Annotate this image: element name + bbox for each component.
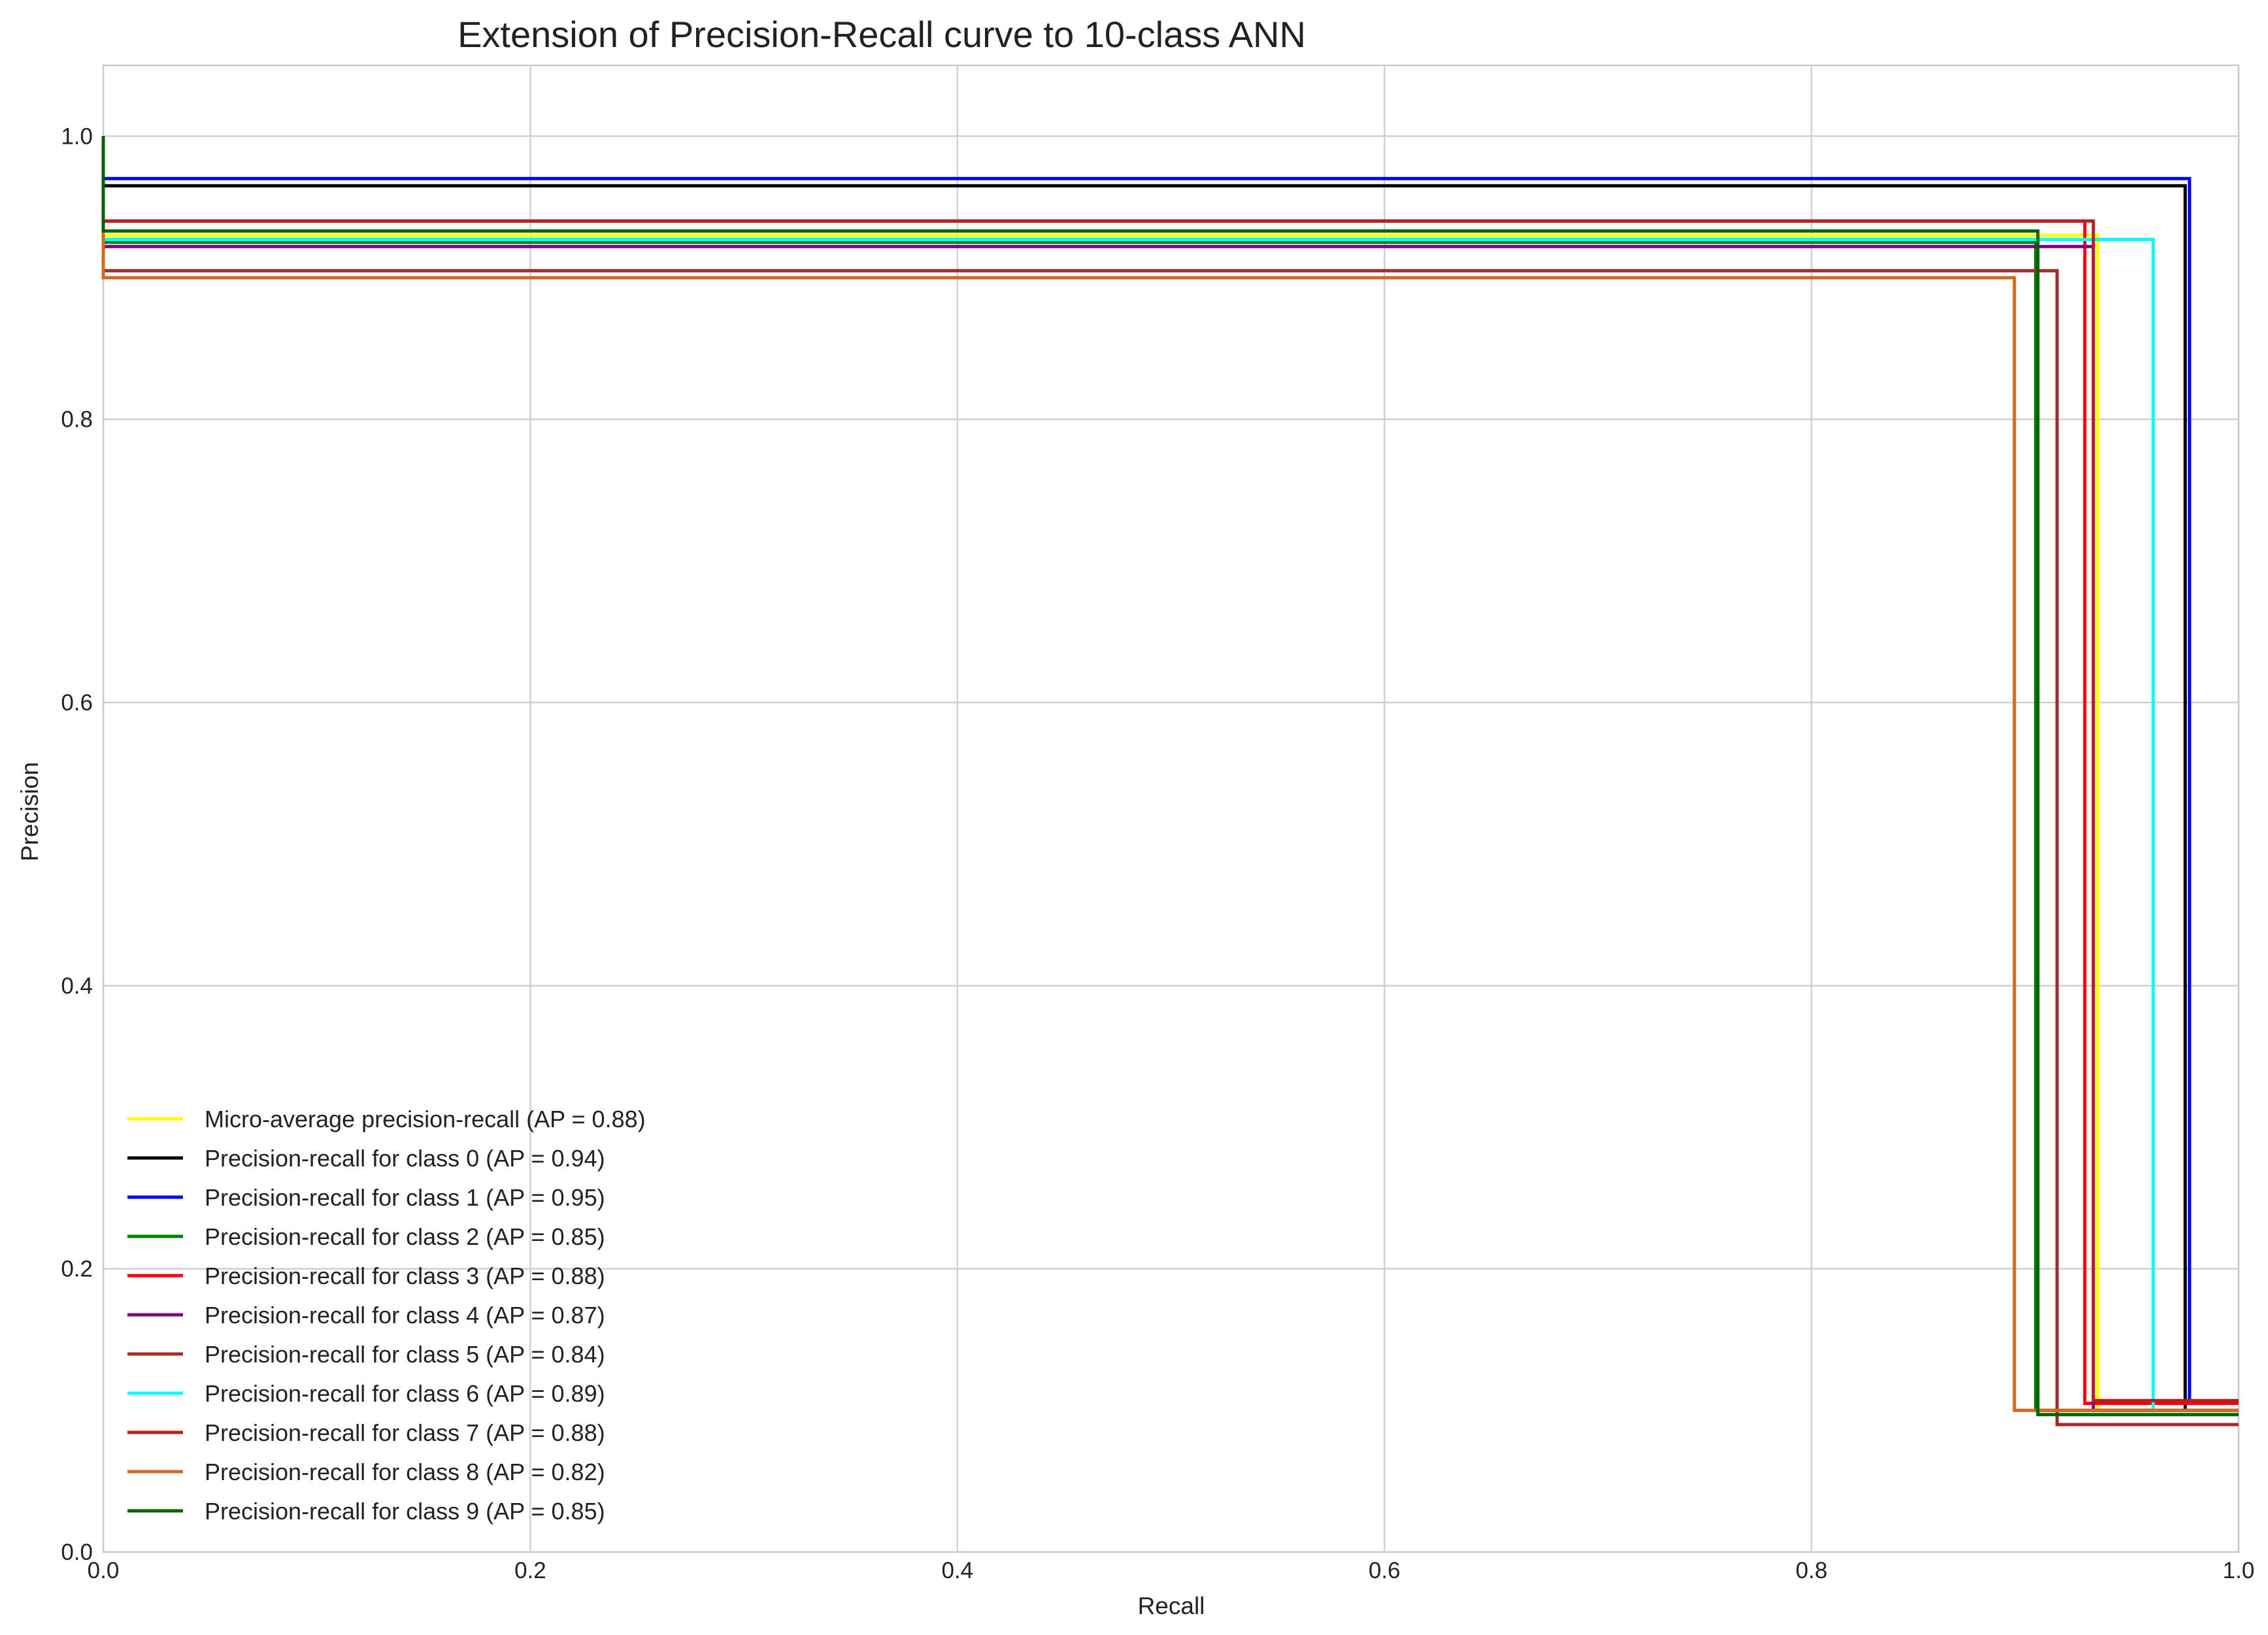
legend-entry: Precision-recall for class 1 (AP = 0.95) [205,1184,605,1211]
series-line-10 [101,136,2239,1417]
x-axis-label: Recall [1138,1593,1205,1619]
legend-entry: Precision-recall for class 6 (AP = 0.89) [205,1380,605,1407]
tick-labels: 0.0 0.2 0.4 0.6 0.8 1.0 0.0 0.2 0.4 0.6 0.8 1.0 [61,124,2254,1583]
plot-frame [102,64,2240,1553]
series-line-1 [101,136,2239,1412]
legend-entry: Precision-recall for class 4 (AP = 0.87) [205,1302,605,1329]
x-tick-label: 0.0 [88,1558,120,1583]
legend-entry: Precision-recall for class 5 (AP = 0.84) [205,1341,605,1368]
y-tick-label: 1.0 [61,124,93,149]
y-tick-label: 0.0 [61,1540,93,1565]
legend-entry: Precision-recall for class 7 (AP = 0.88) [205,1419,605,1446]
legend-entry: Precision-recall for class 9 (AP = 0.85) [205,1498,605,1525]
y-tick-label: 0.2 [61,1257,93,1282]
y-tick-label: 0.6 [61,690,93,716]
series-line-3 [101,136,2239,1412]
y-tick-label: 0.8 [61,407,93,433]
y-tick-label: 0.4 [61,973,93,999]
legend-entry: Precision-recall for class 2 (AP = 0.85) [205,1223,605,1250]
chart-title: Extension of Precision-Recall curve to 1… [458,14,1306,55]
series-line-4 [101,136,2239,1405]
x-tick-label: 0.2 [514,1558,546,1583]
series-line-0 [101,136,2239,1412]
series-line-2 [101,136,2239,1405]
legend-entry: Micro-average precision-recall (AP = 0.8… [205,1106,646,1132]
legend-entry: Precision-recall for class 0 (AP = 0.94) [205,1145,605,1172]
x-tick-label: 1.0 [2223,1558,2255,1583]
series-line-5 [101,136,2239,1412]
legend-entry: Precision-recall for class 8 (AP = 0.82) [205,1459,605,1485]
x-tick-label: 0.6 [1369,1558,1401,1583]
y-axis-label: Precision [16,762,43,861]
series-line-9 [101,136,2239,1412]
x-tick-label: 0.4 [941,1558,973,1583]
series-line-7 [101,136,2239,1412]
series-lines [101,136,2239,1427]
grid [102,65,2240,1553]
legend: Micro-average precision-recall (AP = 0.8… [127,1106,646,1525]
legend-entry: Precision-recall for class 3 (AP = 0.88) [205,1263,605,1289]
x-tick-label: 0.8 [1795,1558,1827,1583]
